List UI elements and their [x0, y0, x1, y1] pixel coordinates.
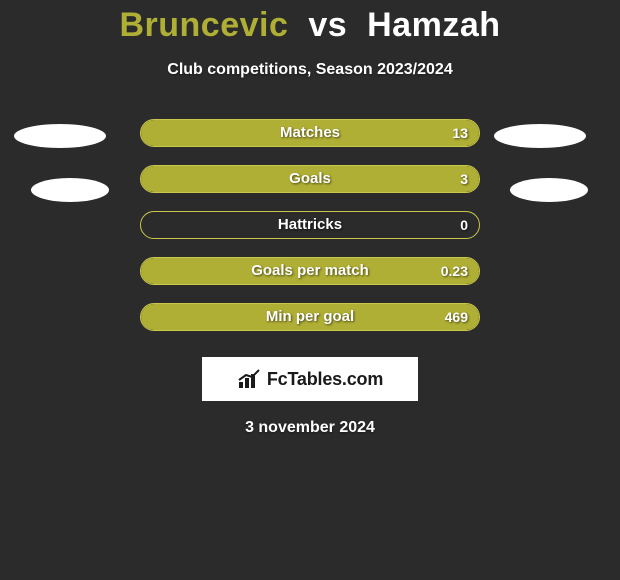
- bar-fill: [141, 304, 479, 330]
- subtitle: Club competitions, Season 2023/2024: [0, 61, 620, 79]
- bars-icon: [237, 368, 261, 390]
- page-title: Bruncevic vs Hamzah: [0, 0, 620, 45]
- bar-fill: [141, 258, 479, 284]
- logo-text: FcTables.com: [267, 369, 383, 390]
- bar-track: [140, 165, 480, 193]
- title-vs: vs: [308, 6, 347, 44]
- date-text: 3 november 2024: [0, 419, 620, 437]
- bar-fill: [141, 166, 479, 192]
- player2-name: Hamzah: [367, 6, 500, 44]
- bar-track: [140, 257, 480, 285]
- stat-row: Goals per match0.23: [0, 257, 620, 303]
- bar-track: [140, 211, 480, 239]
- bar-track: [140, 303, 480, 331]
- stats-chart: Matches13Goals3Hattricks0Goals per match…: [0, 119, 620, 349]
- player1-name: Bruncevic: [119, 6, 288, 44]
- stat-row: Matches13: [0, 119, 620, 165]
- stat-row: Min per goal469: [0, 303, 620, 349]
- bar-track: [140, 119, 480, 147]
- bar-fill: [141, 120, 479, 146]
- stat-row: Hattricks0: [0, 211, 620, 257]
- logo-box[interactable]: FcTables.com: [202, 357, 418, 401]
- stat-row: Goals3: [0, 165, 620, 211]
